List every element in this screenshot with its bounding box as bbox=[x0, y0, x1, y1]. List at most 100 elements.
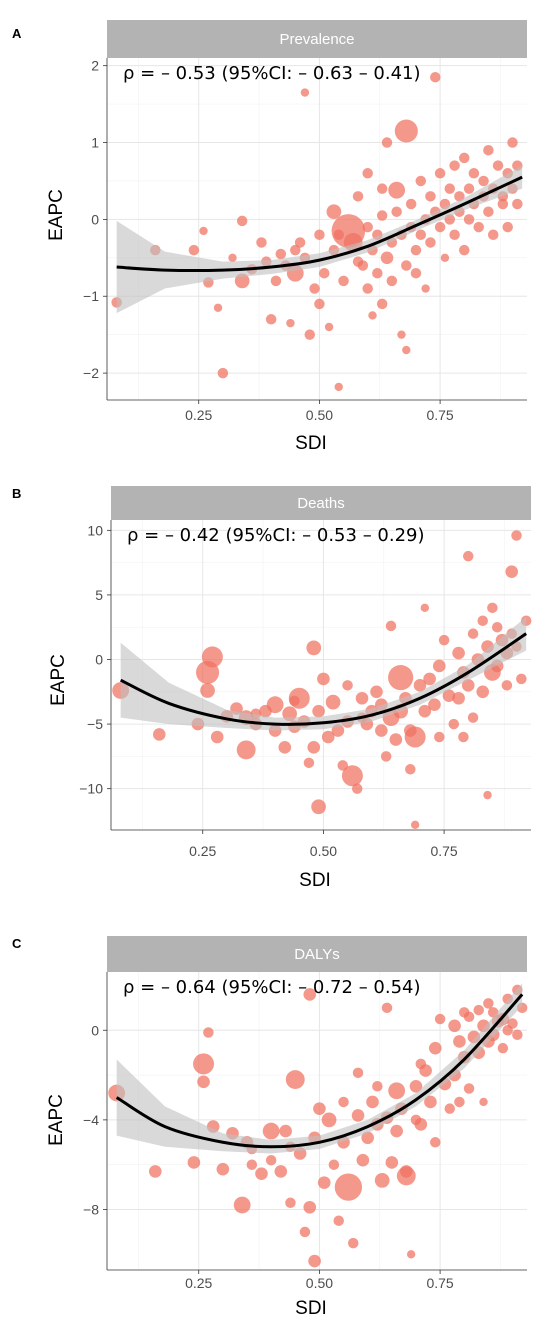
data-point bbox=[372, 267, 383, 279]
x-tick-label: 0.50 bbox=[310, 843, 337, 859]
data-point bbox=[376, 183, 388, 194]
data-point bbox=[314, 298, 325, 310]
data-point bbox=[386, 275, 398, 287]
data-point bbox=[361, 1131, 374, 1145]
data-point bbox=[396, 1166, 416, 1186]
panel-letter: C bbox=[12, 936, 22, 951]
data-point bbox=[342, 680, 353, 691]
data-point bbox=[306, 640, 322, 656]
data-point bbox=[458, 244, 470, 256]
data-point bbox=[516, 673, 527, 685]
data-point bbox=[487, 229, 499, 241]
data-point bbox=[199, 226, 208, 236]
data-point bbox=[452, 646, 465, 660]
data-point bbox=[303, 1200, 317, 1214]
data-point bbox=[313, 1102, 326, 1115]
data-point bbox=[438, 634, 450, 646]
data-point bbox=[440, 253, 450, 263]
data-point bbox=[213, 303, 223, 312]
data-point bbox=[285, 1070, 305, 1089]
data-point bbox=[404, 726, 426, 748]
data-points bbox=[111, 71, 523, 392]
y-tick-label: 5 bbox=[95, 587, 103, 603]
y-tick-label: −10 bbox=[79, 781, 103, 797]
data-point bbox=[428, 1041, 442, 1055]
data-point bbox=[420, 603, 429, 613]
data-point bbox=[462, 550, 474, 562]
data-point bbox=[352, 1067, 364, 1079]
x-tick-label: 0.75 bbox=[426, 1275, 453, 1291]
data-point bbox=[394, 119, 418, 143]
data-point bbox=[347, 1237, 359, 1249]
data-point bbox=[312, 704, 325, 718]
data-point bbox=[402, 345, 411, 355]
data-point bbox=[321, 730, 335, 744]
data-point bbox=[452, 691, 465, 705]
data-point bbox=[376, 210, 388, 221]
x-tick-label: 0.25 bbox=[189, 843, 216, 859]
data-point bbox=[303, 757, 315, 769]
data-point bbox=[326, 204, 342, 220]
data-point bbox=[279, 1124, 292, 1138]
data-point bbox=[357, 260, 369, 271]
data-point bbox=[483, 144, 494, 156]
data-point bbox=[476, 685, 490, 699]
data-point bbox=[406, 1250, 416, 1259]
data-point bbox=[385, 620, 397, 632]
data-point bbox=[502, 221, 513, 233]
data-point bbox=[432, 659, 446, 673]
data-point bbox=[473, 221, 484, 233]
panel-c: C DALYs −8 −4 0 0.25 0.50 0.75 SDI EAPC ρ = – 0.64… bbox=[12, 936, 528, 1319]
y-tick-label: 0 bbox=[91, 211, 99, 227]
data-point bbox=[216, 1162, 230, 1176]
data-point bbox=[497, 1042, 509, 1054]
data-point bbox=[380, 751, 392, 762]
data-point bbox=[410, 1114, 422, 1126]
fit-line bbox=[116, 175, 523, 273]
y-axis-title: EAPC bbox=[48, 654, 69, 706]
data-point bbox=[275, 248, 287, 260]
facet-strip-title: DALYs bbox=[294, 946, 340, 963]
data-point bbox=[463, 183, 475, 194]
data-points bbox=[108, 984, 528, 1268]
data-point bbox=[388, 181, 406, 199]
data-point bbox=[318, 267, 330, 279]
data-point bbox=[285, 1197, 296, 1209]
x-tick-label: 0.75 bbox=[426, 407, 453, 423]
y-tick-label: −4 bbox=[83, 1112, 99, 1128]
data-point bbox=[308, 1254, 321, 1268]
facet-strip bbox=[111, 486, 531, 520]
data-point bbox=[410, 820, 420, 830]
data-point bbox=[444, 1103, 456, 1114]
data-point bbox=[463, 1011, 475, 1023]
data-point bbox=[434, 221, 446, 233]
data-point bbox=[388, 664, 414, 691]
data-point bbox=[430, 71, 441, 83]
data-point bbox=[390, 1124, 403, 1138]
data-point bbox=[401, 260, 412, 271]
data-point bbox=[507, 137, 518, 148]
data-point bbox=[388, 1082, 406, 1100]
data-point bbox=[423, 672, 436, 686]
x-tick-label: 0.50 bbox=[306, 407, 333, 423]
data-point bbox=[483, 790, 492, 800]
data-point bbox=[368, 311, 377, 320]
data-point bbox=[409, 1079, 423, 1093]
data-point bbox=[434, 1013, 446, 1025]
data-point bbox=[234, 273, 250, 289]
data-point bbox=[380, 251, 394, 265]
data-point bbox=[425, 237, 436, 248]
data-point bbox=[255, 1167, 268, 1180]
data-point bbox=[265, 1154, 277, 1166]
facet-strip-title: Deaths bbox=[297, 495, 345, 512]
data-point bbox=[236, 740, 256, 760]
data-point bbox=[397, 330, 406, 339]
data-point bbox=[311, 799, 326, 815]
data-point bbox=[334, 382, 343, 392]
data-point bbox=[341, 765, 363, 787]
data-point bbox=[428, 698, 441, 712]
y-tick-label: 1 bbox=[91, 135, 99, 151]
data-point bbox=[434, 168, 446, 179]
data-point bbox=[187, 1156, 201, 1169]
data-point bbox=[418, 704, 432, 718]
